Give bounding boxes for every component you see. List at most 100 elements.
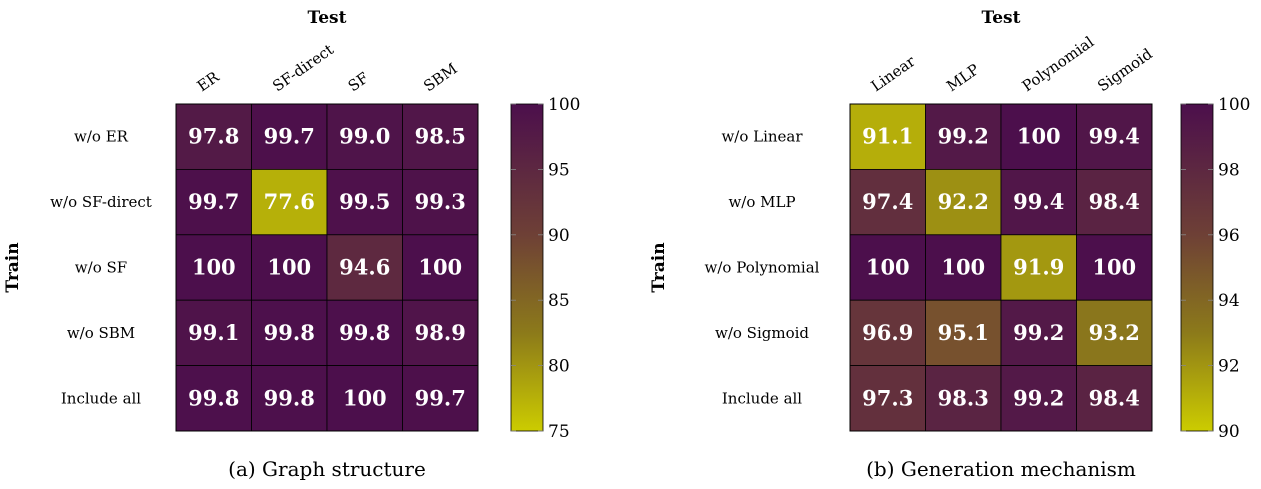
column-label: Sigmoid — [1094, 45, 1156, 96]
cell-value-label: 77.6 — [264, 189, 315, 214]
cell-value-label: 99.7 — [264, 124, 315, 149]
cell-value-label: 99.5 — [339, 189, 390, 214]
row-label: w/o Polynomial — [705, 259, 820, 277]
heatmap-cell — [925, 234, 1002, 301]
colorbar-tick-label: 96 — [1218, 226, 1240, 246]
cell-value-label: 97.4 — [862, 189, 913, 214]
row-label: w/o Sigmoid — [715, 324, 809, 342]
subfigure-caption: (b) Generation mechanism — [866, 457, 1136, 481]
cell-value-label: 100 — [866, 255, 910, 280]
row-label: Include all — [61, 389, 141, 407]
heatmap-cell — [251, 365, 328, 432]
heatmap-cell — [1000, 299, 1077, 367]
heatmap-cell — [1076, 103, 1153, 170]
cell-value-label: 99.7 — [415, 385, 466, 410]
cell-value-label: 97.8 — [188, 124, 239, 149]
heatmap-cell — [175, 365, 252, 432]
heatmap-cell — [849, 365, 926, 432]
cell-value-label: 100 — [343, 385, 387, 410]
heatmap-cell — [849, 299, 926, 367]
heatmap-cell — [925, 103, 1002, 170]
colorbar-tick-label: 90 — [1218, 422, 1240, 442]
x-axis-title: Test — [308, 8, 347, 28]
heatmap-frame — [175, 103, 479, 432]
cell-value-label: 100 — [941, 255, 985, 280]
cell-value-label: 96.9 — [862, 320, 913, 345]
row-label: w/o SBM — [67, 324, 135, 342]
cell-value-label: 95.1 — [938, 320, 989, 345]
cell-value-label: 92.2 — [938, 189, 989, 214]
heatmap-cell — [251, 103, 328, 170]
colorbar-tick-label: 75 — [548, 422, 570, 442]
heatmap-cell — [402, 299, 479, 367]
column-label: SF-direct — [269, 40, 337, 95]
cell-value-label: 99.4 — [1013, 189, 1064, 214]
cell-value-label: 98.4 — [1089, 189, 1140, 214]
row-label: w/o MLP — [728, 193, 795, 211]
heatmap-cell — [251, 299, 328, 367]
y-axis-title: Train — [3, 242, 23, 292]
heatmap-cell — [251, 234, 328, 301]
heatmap-cell — [175, 168, 252, 236]
colorbar-tick-label: 98 — [1218, 160, 1240, 180]
row-label: w/o SF — [75, 259, 127, 277]
heatmap-cell — [1000, 234, 1077, 301]
cell-value-label: 98.9 — [415, 320, 466, 345]
heatmap-cell — [402, 365, 479, 432]
cell-value-label: 100 — [192, 255, 236, 280]
cell-value-label: 99.8 — [339, 320, 390, 345]
row-label: Include all — [722, 389, 802, 407]
subfigure-caption: (a) Graph structure — [228, 457, 426, 481]
column-label: Polynomial — [1019, 33, 1098, 96]
heatmap-frame — [849, 103, 1153, 432]
colorbar-tick-label: 85 — [548, 291, 570, 311]
colorbar-tick-label: 94 — [1218, 291, 1240, 311]
column-label: Linear — [868, 52, 919, 96]
heatmap-cell — [175, 299, 252, 367]
heatmap-cell — [251, 168, 328, 236]
colorbar — [510, 103, 544, 432]
heatmap-panel-graph-structure: 97.8 99.7 99.0 98.5 99.7 77.6 99.5 99.3 100 100 94… — [3, 8, 580, 481]
cell-value-label: 100 — [1017, 124, 1061, 149]
colorbar — [1180, 103, 1214, 432]
cell-value-label: 98.3 — [938, 385, 989, 410]
cell-value-label: 100 — [1092, 255, 1136, 280]
cell-value-label: 100 — [418, 255, 462, 280]
colorbar-tick-label: 92 — [1218, 357, 1240, 377]
heatmap-cell — [849, 168, 926, 236]
heatmap-cell — [1076, 234, 1153, 301]
heatmap-cell — [402, 168, 479, 236]
heatmap-cell — [402, 103, 479, 170]
cell-value-label: 99.8 — [264, 320, 315, 345]
heatmap-cell — [1000, 103, 1077, 170]
colorbar-tick-label: 100 — [548, 95, 580, 115]
column-label: SF — [345, 69, 372, 96]
cell-value-label: 97.3 — [862, 385, 913, 410]
cell-value-label: 99.2 — [938, 124, 989, 149]
row-label: w/o SF-direct — [50, 193, 152, 211]
column-label: ER — [194, 67, 223, 95]
cell-value-label: 99.4 — [1089, 124, 1140, 149]
cell-value-label: 99.8 — [264, 385, 315, 410]
cell-value-label: 91.1 — [862, 124, 913, 149]
y-axis-title: Train — [649, 242, 669, 292]
cell-value-label: 99.1 — [188, 320, 239, 345]
row-label: w/o Linear — [721, 128, 803, 146]
cell-value-label: 94.6 — [339, 255, 390, 280]
cell-value-label: 98.4 — [1089, 385, 1140, 410]
cell-value-label: 99.2 — [1013, 385, 1064, 410]
heatmap-panel-generation-mechanism: 91.1 99.2 100 99.4 97.4 92.2 99.4 98.4 100 100 91.… — [649, 8, 1250, 481]
cell-value-label: 99.2 — [1013, 320, 1064, 345]
cell-value-label: 99.3 — [415, 189, 466, 214]
cell-value-label: 91.9 — [1013, 255, 1064, 280]
row-label: w/o ER — [74, 128, 129, 146]
column-label: MLP — [943, 60, 982, 95]
heatmap-cell — [1000, 168, 1077, 236]
colorbar-tick-label: 90 — [548, 226, 570, 246]
colorbar-tick-label: 95 — [548, 160, 570, 180]
colorbar-tick-label: 100 — [1218, 95, 1250, 115]
heatmap-cell — [402, 234, 479, 301]
cell-value-label: 100 — [267, 255, 311, 280]
heatmap-cell — [925, 299, 1002, 367]
